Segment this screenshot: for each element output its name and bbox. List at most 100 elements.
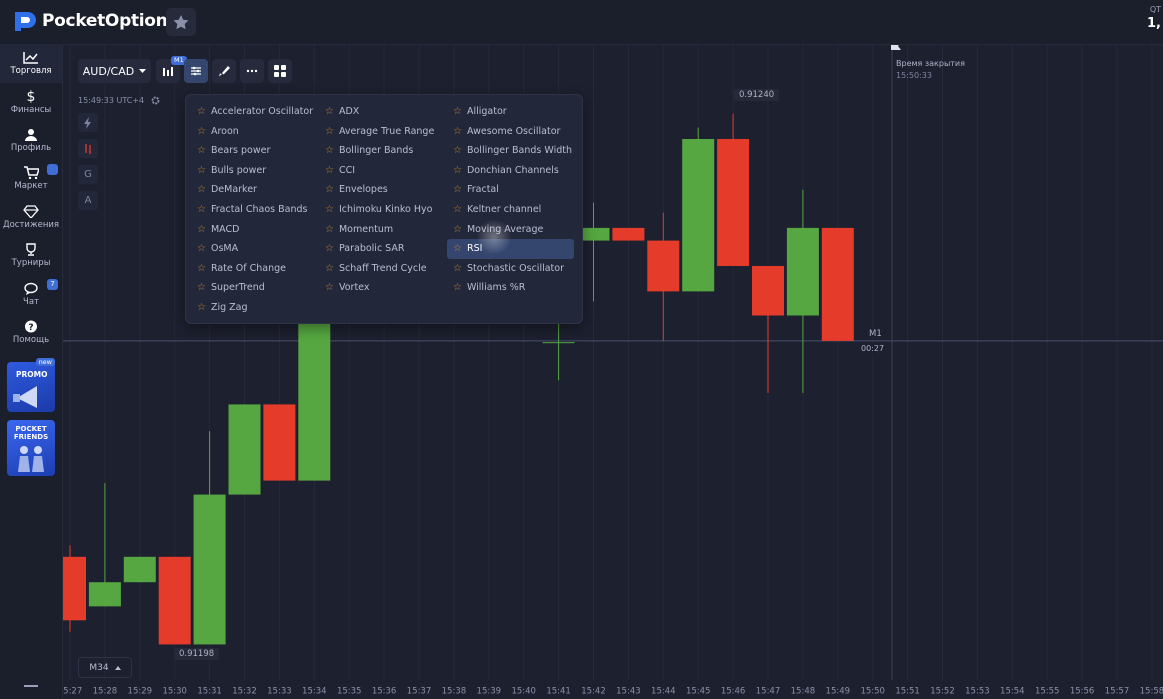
- nav-profile[interactable]: Профиль: [0, 121, 62, 160]
- icon: [24, 282, 38, 295]
- candle-body: [682, 138, 715, 292]
- tool-g[interactable]: G: [78, 165, 98, 184]
- x-tick-label: 15:47: [756, 687, 781, 697]
- logo-text: PocketOption: [42, 11, 168, 31]
- indicator-item[interactable]: MACD: [191, 220, 319, 240]
- indicator-item[interactable]: SuperTrend: [191, 278, 319, 298]
- indicator-item[interactable]: Bulls power: [191, 161, 319, 181]
- icon: ?: [25, 320, 37, 333]
- nav-trading[interactable]: Торговля: [0, 44, 62, 83]
- indicator-item[interactable]: Stochastic Oscillator: [447, 259, 574, 279]
- indicator-item[interactable]: Ichimoku Kinko Hyo: [319, 200, 440, 220]
- nav-chat[interactable]: Чат 7: [0, 275, 62, 314]
- candle-body: [577, 227, 610, 241]
- x-tick-label: 15:53: [965, 687, 990, 697]
- indicator-item[interactable]: OsMA: [191, 239, 319, 259]
- indicator-item[interactable]: Accelerator Oscillator: [191, 102, 319, 122]
- icon: [25, 128, 37, 141]
- nav-label: Профиль: [10, 142, 52, 153]
- indicator-item[interactable]: Rate Of Change: [191, 259, 319, 279]
- nav-finance[interactable]: $ Финансы: [0, 83, 62, 122]
- nav-achievements[interactable]: Достижения: [0, 198, 62, 237]
- x-tick-label: 15:28: [93, 687, 118, 697]
- x-tick-label: 15:38: [442, 687, 467, 697]
- icon: [23, 205, 39, 218]
- indicator-item[interactable]: Awesome Oscillator: [447, 122, 574, 142]
- friends-label: POCKET FRIENDS: [13, 425, 49, 441]
- indicator-item[interactable]: Vortex: [319, 278, 440, 298]
- indicator-item[interactable]: Alligator: [447, 102, 574, 122]
- indicator-item[interactable]: Donchian Channels: [447, 161, 574, 181]
- indicator-item[interactable]: Aroon: [191, 122, 319, 142]
- current-timeframe: M1: [869, 328, 882, 339]
- indicator-item[interactable]: Bollinger Bands Width: [447, 141, 574, 161]
- friends-image: [18, 446, 44, 472]
- icon: [84, 116, 91, 129]
- close-time: Время закрытия 15:50:33: [896, 58, 965, 82]
- indicator-item[interactable]: Keltner channel: [447, 200, 574, 220]
- promo-banner[interactable]: PROMO new: [7, 358, 55, 412]
- friends-banner[interactable]: POCKET FRIENDS: [7, 420, 55, 476]
- candle-body: [158, 556, 191, 645]
- server-clock: 15:49:33 UTC+4: [78, 96, 160, 105]
- tool-quick[interactable]: [78, 113, 98, 132]
- x-tick-label: 15:36: [372, 687, 397, 697]
- indicator-item[interactable]: Momentum: [319, 220, 440, 240]
- balance[interactable]: 1,: [1147, 16, 1161, 31]
- candle-body: [298, 300, 331, 481]
- indicator-item[interactable]: Fractal Chaos Bands: [191, 200, 319, 220]
- indicator-item[interactable]: Moving Average: [447, 220, 574, 240]
- menu-column: Accelerator OscillatorAroonBears powerBu…: [191, 102, 319, 318]
- indicator-item[interactable]: Parabolic SAR: [319, 239, 440, 259]
- nav-label: Чат: [23, 296, 39, 307]
- collapse-button[interactable]: [24, 685, 38, 687]
- svg-text:$: $: [27, 89, 36, 103]
- low-price-label: 0.91198: [174, 647, 220, 660]
- tool-sort[interactable]: [78, 139, 98, 158]
- indicator-item[interactable]: ADX: [319, 102, 440, 122]
- x-tick-label: 15:54: [1000, 687, 1025, 697]
- layout-button[interactable]: [268, 59, 292, 83]
- indicator-item[interactable]: CCI: [319, 161, 440, 181]
- nav-label: Турниры: [11, 258, 51, 269]
- menu-column: ADXAverage True RangeBollinger BandsCCIE…: [319, 102, 440, 298]
- candle-body: [821, 227, 854, 341]
- indicator-item[interactable]: DeMarker: [191, 180, 319, 200]
- nav-help[interactable]: ? Помощь: [0, 314, 62, 353]
- indicator-item[interactable]: Williams %R: [447, 278, 574, 298]
- nav-market[interactable]: Маркет: [0, 160, 62, 199]
- pair-selector[interactable]: AUD/CAD: [78, 59, 151, 83]
- indicators-button[interactable]: [184, 59, 208, 83]
- favorite-button[interactable]: [166, 8, 196, 36]
- tool-a[interactable]: A: [78, 191, 98, 210]
- settings-icon[interactable]: [151, 96, 160, 105]
- x-tick-label: 15:31: [197, 687, 222, 697]
- indicator-item[interactable]: Schaff Trend Cycle: [319, 259, 440, 279]
- timeframe-selector[interactable]: M34: [78, 657, 132, 678]
- nav-tournaments[interactable]: Турниры: [0, 237, 62, 276]
- indicator-item[interactable]: Fractal: [447, 180, 574, 200]
- logo[interactable]: PocketOption: [12, 10, 168, 32]
- drawing-button[interactable]: [212, 59, 236, 83]
- promo-badge: new: [35, 358, 55, 366]
- svg-text:?: ?: [28, 323, 33, 333]
- indicator-item[interactable]: Bears power: [191, 141, 319, 161]
- x-tick-label: 15:32: [232, 687, 257, 697]
- x-tick-label: 15:29: [128, 687, 153, 697]
- more-button[interactable]: [240, 59, 264, 83]
- indicator-item[interactable]: Bollinger Bands: [319, 141, 440, 161]
- countdown: 00:27: [858, 342, 888, 354]
- candle-body: [542, 342, 575, 344]
- indicator-item[interactable]: RSI: [447, 239, 574, 259]
- candle-body: [717, 138, 750, 266]
- indicator-item[interactable]: Average True Range: [319, 122, 440, 142]
- top-bar: PocketOption QT 1,: [0, 0, 1163, 45]
- x-tick-label: 15:50: [860, 687, 885, 697]
- candle-body: [647, 240, 680, 292]
- logo-icon: [15, 12, 36, 31]
- x-tick-label: 15:39: [477, 687, 502, 697]
- candle-body: [88, 582, 121, 607]
- indicator-item[interactable]: Envelopes: [319, 180, 440, 200]
- indicator-item[interactable]: Zig Zag: [191, 298, 319, 318]
- x-tick-label: 15:57: [1105, 687, 1130, 697]
